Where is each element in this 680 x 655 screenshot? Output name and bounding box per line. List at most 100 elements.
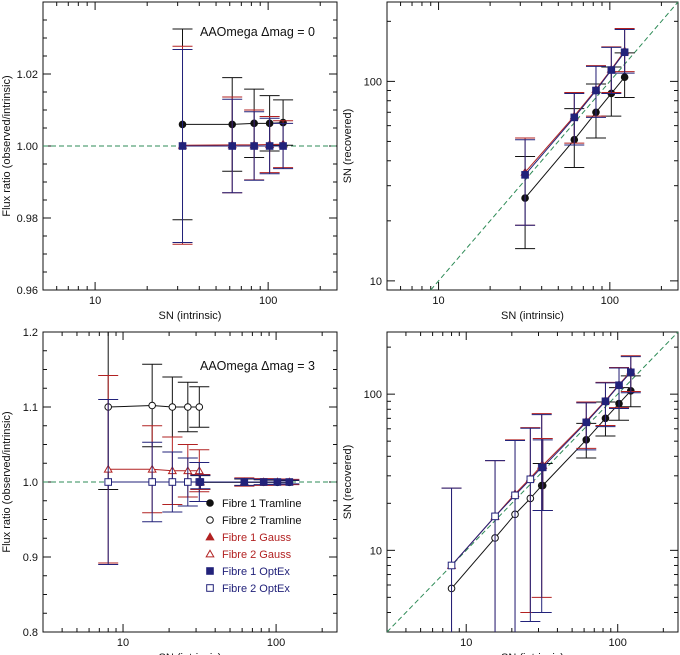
y-axis-title: SN (recovered)	[342, 445, 354, 520]
series-f1-tram	[532, 375, 641, 511]
filled-square-marker	[196, 478, 205, 486]
filled-square-marker	[279, 142, 287, 150]
x-tick-label: 10	[460, 637, 472, 649]
filled-square-marker	[259, 478, 268, 486]
filled-square-marker	[265, 142, 274, 150]
x-tick-label: 100	[267, 637, 285, 649]
y-tick-label: 0.8	[23, 627, 38, 639]
y-tick-label: 10	[370, 276, 382, 288]
y-tick-label: 0.98	[17, 213, 38, 225]
x-tick-label: 100	[259, 295, 277, 307]
y-axis-title: Flux ratio (observed/intrinsic)	[1, 411, 13, 552]
panel-annotation: AAOmega Δmag = 3	[200, 359, 315, 373]
series-f2-optex	[441, 414, 552, 632]
y-tick-label: 1.02	[17, 69, 38, 81]
y-tick-label: 1.0	[23, 477, 38, 489]
open-square-marker	[168, 478, 177, 486]
panel-1-data	[43, 28, 337, 245]
legend-label: Fibre 1 OptEx	[222, 566, 290, 578]
series-f1-tram	[515, 52, 635, 250]
filled-square-marker	[178, 142, 187, 150]
legend: Fibre 1 Tramline Fibre 2 Tramline Fibre 1 …	[205, 498, 301, 595]
legend-item: Fibre 1 Gauss	[205, 532, 292, 544]
filled-square-marker	[521, 171, 529, 179]
open-square-marker	[447, 561, 456, 570]
filled-square-marker	[206, 567, 214, 575]
x-tick-label: 100	[609, 637, 627, 649]
legend-item: Fibre 2 Tramline	[206, 515, 301, 527]
y-tick-label: 0.96	[17, 285, 38, 297]
series-f1-optex	[190, 474, 300, 490]
y-axis-title: SN (recovered)	[342, 109, 354, 184]
x-tick-label: 10	[432, 295, 444, 307]
panel-2-axes: 10 100 10 100 SN (intrinsic) SN (recovered)	[342, 1, 679, 322]
open-circle-marker	[206, 516, 214, 524]
filled-square-marker	[626, 368, 635, 377]
filled-triangle-marker	[205, 532, 215, 541]
open-circle-marker	[148, 401, 156, 410]
legend-item: Fibre 1 Tramline	[206, 498, 301, 510]
filled-square-marker	[615, 381, 623, 390]
series-f2-tram	[98, 332, 210, 490]
series-f2-optex	[98, 399, 210, 565]
series-f1-optex	[532, 356, 641, 511]
panel-3-axes: 10 100 0.8 0.9 1.0 1.1 1.2 SN (intrinsic) Flux r…	[1, 327, 338, 655]
legend-label: Fibre 2 Tramline	[222, 515, 301, 527]
panel-4-axes: 10 100 10 100 SN (intrinsic) SN (recovered)	[342, 331, 679, 655]
x-tick-label: 10	[117, 637, 129, 649]
filled-square-marker	[607, 66, 616, 74]
x-axis-title: SN (intrinsic)	[159, 310, 222, 322]
plot-frame	[386, 1, 679, 291]
y-tick-label: 0.9	[23, 552, 38, 564]
open-square-marker	[148, 478, 156, 486]
filled-square-marker	[592, 86, 600, 95]
y-tick-label: 1.2	[23, 327, 38, 339]
filled-square-marker	[228, 142, 237, 150]
legend-label: Fibre 1 Gauss	[222, 532, 292, 544]
series-f2-gauss	[441, 413, 552, 632]
y-tick-label: 1.00	[17, 141, 38, 153]
filled-square-marker	[570, 113, 579, 122]
legend-item: Fibre 2 OptEx	[206, 583, 290, 595]
legend-label: Fibre 2 OptEx	[222, 583, 290, 595]
x-tick-label: 100	[601, 295, 619, 307]
series-f1-gauss	[515, 28, 635, 226]
legend-label: Fibre 1 Tramline	[222, 498, 301, 510]
filled-square-marker	[538, 463, 547, 472]
plot-frame	[386, 331, 679, 633]
open-square-marker	[184, 478, 192, 486]
panel-1-axes: 10 100 0.96 0.98 1.00 1.02 SN (intrinsic) Flux …	[1, 1, 338, 322]
panel-annotation: AAOmega Δmag = 0	[200, 25, 315, 39]
y-axis-title: Flux ratio (observed/intrinsic)	[1, 75, 13, 216]
x-axis-title: SN (intrinsic)	[501, 652, 564, 655]
filled-square-marker	[601, 397, 610, 406]
y-tick-label: 100	[364, 76, 382, 88]
one-to-one-line	[430, 1, 679, 291]
series-f1-optex	[515, 29, 635, 226]
open-circle-marker	[195, 403, 204, 411]
open-circle-marker	[168, 403, 177, 411]
panel-2-data	[430, 1, 679, 291]
open-triangle-marker	[205, 549, 215, 558]
legend-item: Fibre 1 OptEx	[206, 566, 290, 578]
panel-3-data	[43, 332, 337, 565]
x-axis-title: SN (intrinsic)	[501, 310, 564, 322]
series-f1-optex	[172, 49, 294, 243]
legend-label: Fibre 2 Gauss	[222, 549, 292, 561]
y-tick-label: 100	[364, 389, 382, 401]
open-square-marker	[511, 491, 519, 500]
filled-square-marker	[582, 418, 591, 427]
x-axis-title: SN (intrinsic)	[159, 652, 222, 655]
filled-square-marker	[250, 142, 258, 150]
y-tick-label: 10	[370, 545, 382, 557]
series-f1-tram	[172, 28, 294, 221]
y-tick-label: 1.1	[23, 402, 38, 414]
open-circle-marker	[184, 403, 192, 411]
open-square-marker	[526, 475, 535, 484]
filled-square-marker	[273, 478, 282, 486]
filled-circle-marker	[620, 73, 629, 81]
panel-4-data	[386, 331, 679, 633]
open-square-marker	[206, 584, 214, 592]
x-tick-label: 10	[89, 295, 101, 307]
